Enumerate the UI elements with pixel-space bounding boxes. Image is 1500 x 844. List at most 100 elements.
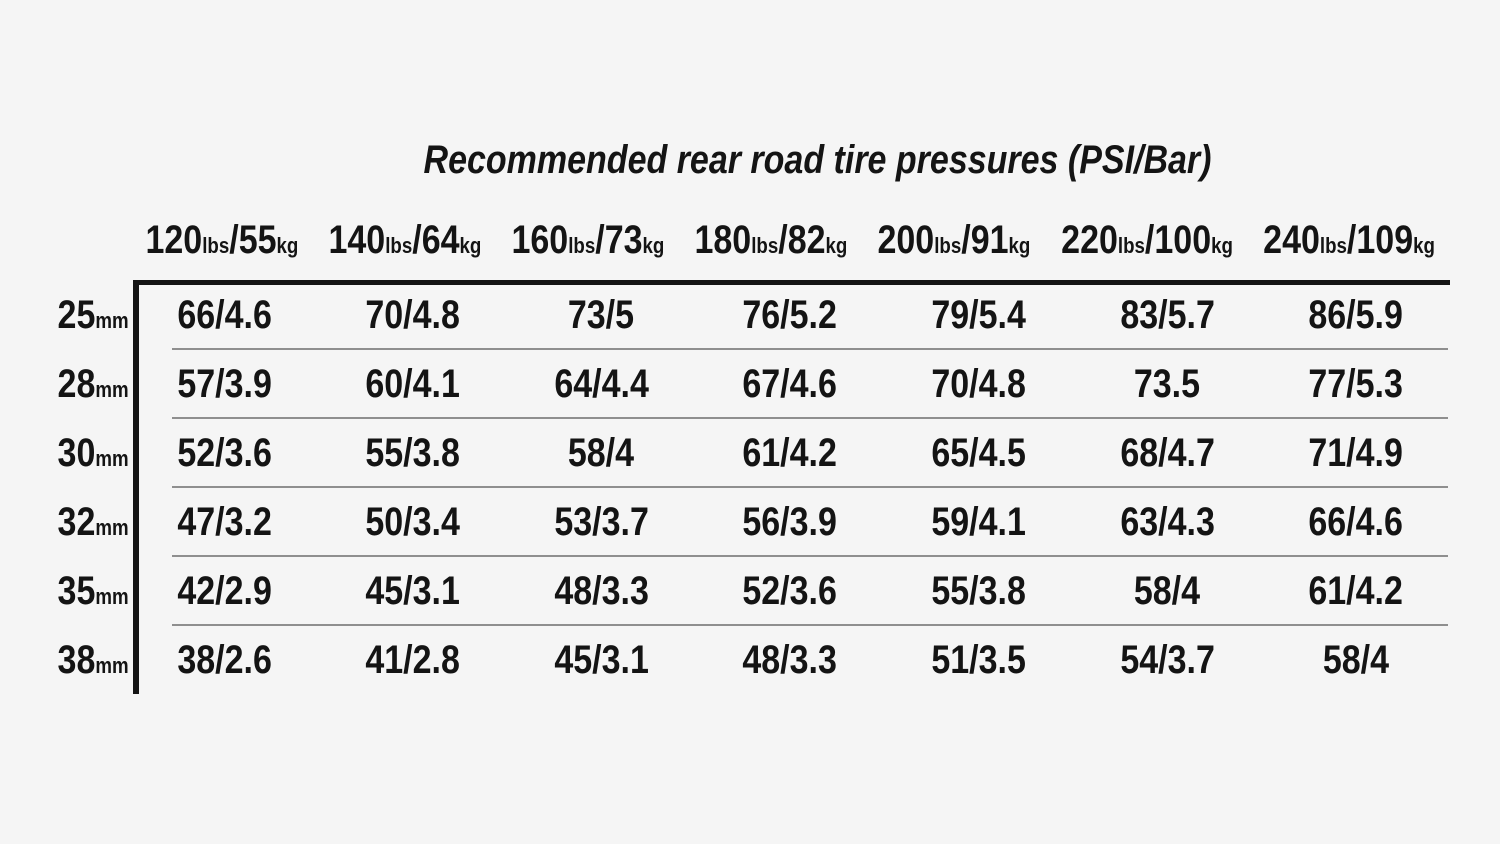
pressure-cell: 54/3.7	[1119, 637, 1215, 682]
header-kg-unit: kg	[642, 233, 665, 258]
column-header-200lbs: 200lbs/91kg	[863, 220, 1046, 266]
header-separator: /	[595, 218, 605, 262]
header-lbs-value: 180	[694, 218, 752, 262]
header-kg-unit: kg	[1210, 233, 1233, 258]
pressure-cell: 52/3.6	[177, 430, 272, 475]
pressure-cell: 58/4	[568, 430, 635, 475]
pressure-cell: 42/2.9	[177, 568, 272, 613]
pressure-cell: 57/3.9	[177, 361, 272, 406]
pressure-cell: 50/3.4	[365, 499, 461, 544]
pressure-cell: 86/5.9	[1308, 292, 1403, 337]
pressure-cell: 55/3.8	[931, 568, 1026, 613]
header-separator: /	[1144, 218, 1155, 262]
column-header-140lbs: 140lbs/64kg	[313, 220, 496, 266]
header-lbs-value: 160	[511, 218, 569, 262]
header-lbs-value: 120	[145, 218, 202, 262]
header-lbs-unit: lbs	[568, 233, 596, 258]
pressure-table-body: 25 mm 66/4.6 70/4.8 73/5 76/5.2 79/5.4 83…	[45, 280, 1450, 694]
row-size-value: 25	[57, 292, 96, 337]
pressure-cell: 66/4.6	[177, 292, 272, 337]
pressure-cell: 60/4.1	[365, 361, 461, 406]
row-size-unit: mm	[95, 514, 129, 540]
pressure-cell: 45/3.1	[554, 637, 649, 682]
table-row-35mm: 35mm 42/2.9 45/3.1 48/3.3 52/3.6 55/3.8 …	[45, 556, 1450, 626]
header-lbs-unit: lbs	[1117, 233, 1145, 258]
pressure-cell: 66/4.6	[1308, 499, 1403, 544]
header-kg-unit: kg	[1413, 233, 1435, 258]
pressure-cell: 45/3.1	[365, 568, 461, 613]
row-separator	[172, 486, 1448, 488]
header-separator: /	[961, 218, 971, 262]
header-lbs-value: 240	[1263, 218, 1320, 262]
row-separator	[172, 417, 1448, 419]
page-title: Recommended rear road tire pressures (PS…	[45, 0, 1450, 188]
pressure-cell: 79/5.4	[931, 292, 1026, 337]
pressure-cell: 70/4.8	[931, 361, 1026, 406]
pressure-cell: 56/3.9	[742, 499, 838, 544]
pressure-cell: 70/4.8	[365, 292, 461, 337]
header-lbs-unit: lbs	[751, 233, 779, 258]
pressure-cell: 65/4.5	[931, 430, 1026, 475]
row-header: 28mm	[45, 364, 130, 404]
pressure-cell: 47/3.2	[177, 499, 272, 544]
table-row-30mm: 30mm 52/3.6 55/3.8 58/4 61/4.2 65/4.5 68…	[45, 418, 1450, 488]
row-size-unit: mm	[95, 583, 129, 609]
pressure-cell: 64/4.4	[554, 361, 649, 406]
header-kg-value: 64	[421, 218, 460, 262]
header-kg-unit: kg	[1008, 233, 1031, 258]
header-kg-unit: kg	[459, 233, 482, 258]
header-kg-value: 109	[1356, 218, 1414, 262]
pressure-cell: 58/4	[1134, 568, 1201, 613]
pressure-cell: 73.5	[1134, 361, 1201, 406]
column-header-220lbs: 220lbs/100kg	[1046, 220, 1248, 266]
pressure-cell: 71/4.9	[1308, 430, 1403, 475]
column-header-240lbs: 240lbs/109kg	[1248, 220, 1450, 266]
header-separator: /	[412, 218, 422, 262]
pressure-cell: 63/4.3	[1119, 499, 1215, 544]
table-row-32mm: 32mm 47/3.2 50/3.4 53/3.7 56/3.9 59/4.1 …	[45, 487, 1450, 557]
pressure-cell: 73/5	[568, 292, 635, 337]
row-separator	[172, 555, 1448, 557]
row-size-value: 32	[57, 499, 96, 544]
row-size-unit: mm	[95, 445, 129, 471]
table-row-25mm: 25mm 66/4.6 70/4.8 73/5 76/5.2 79/5.4 83…	[45, 280, 1450, 350]
page-title-text: Recommended rear road tire pressures (PS…	[423, 138, 1212, 182]
header-separator: /	[228, 218, 239, 262]
header-lbs-unit: lbs	[385, 233, 413, 258]
row-size-value: 35	[57, 568, 96, 613]
header-kg-value: 100	[1154, 218, 1211, 262]
header-lbs-unit: lbs	[1319, 233, 1347, 258]
pressure-cell: 76/5.2	[742, 292, 838, 337]
pressure-cell: 59/4.1	[931, 499, 1026, 544]
header-kg-value: 82	[787, 218, 826, 262]
pressure-cell: 38/2.6	[177, 637, 272, 682]
pressure-cell: 55/3.8	[365, 430, 461, 475]
header-kg-unit: kg	[825, 233, 848, 258]
column-header-row: 120lbs/55kg 140lbs/64kg 160lbs/73kg 180l…	[45, 212, 1450, 266]
pressure-cell: 61/4.2	[742, 430, 838, 475]
column-header-160lbs: 160lbs/73kg	[496, 220, 679, 266]
pressure-cell: 41/2.8	[365, 637, 461, 682]
header-kg-value: 73	[604, 218, 643, 262]
pressure-cell: 68/4.7	[1119, 430, 1215, 475]
column-header-180lbs: 180lbs/82kg	[679, 220, 862, 266]
row-size-value: 28	[57, 361, 96, 406]
pressure-cell: 61/4.2	[1308, 568, 1403, 613]
row-size-value: 38	[57, 637, 96, 682]
row-separator	[172, 348, 1448, 350]
pressure-cell: 48/3.3	[742, 637, 838, 682]
pressure-cell: 48/3.3	[554, 568, 649, 613]
pressure-cell: 83/5.7	[1119, 292, 1215, 337]
row-size-value: 30	[57, 430, 96, 475]
header-separator: /	[1346, 218, 1357, 262]
pressure-cell: 53/3.7	[554, 499, 649, 544]
table-top-rule	[133, 280, 1450, 285]
header-lbs-unit: lbs	[934, 233, 962, 258]
pressure-cell: 52/3.6	[742, 568, 838, 613]
header-lbs-value: 140	[328, 218, 386, 262]
pressure-cell: 67/4.6	[742, 361, 838, 406]
row-header: 32mm	[45, 502, 130, 542]
pressure-cell: 77/5.3	[1308, 361, 1403, 406]
header-lbs-value: 200	[877, 218, 935, 262]
pressure-cell: 58/4	[1322, 637, 1389, 682]
